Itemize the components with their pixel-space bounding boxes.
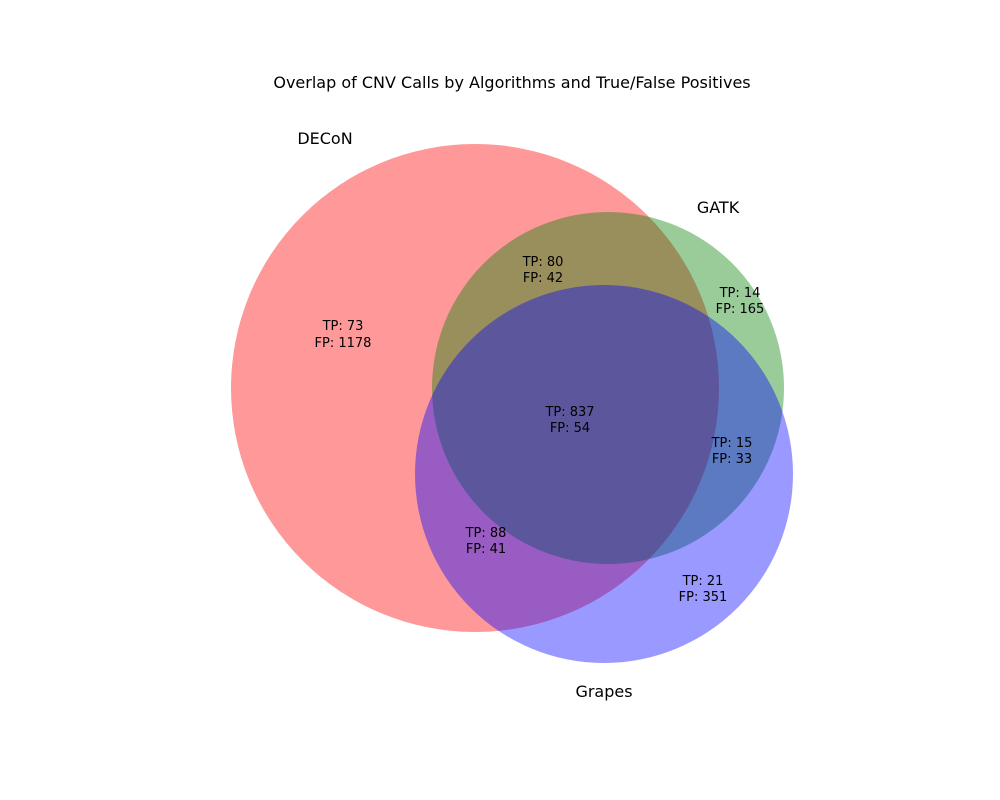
decon-gatk-tp: TP: 80 — [522, 255, 564, 270]
decon-set-label: DECoN — [297, 129, 352, 148]
decon-grapes-fp: FP: 41 — [466, 542, 506, 557]
set-circles — [231, 144, 793, 663]
chart-title: Overlap of CNV Calls by Algorithms and T… — [273, 73, 750, 92]
region-labels: TP: 73 FP: 1178 TP: 14 FP: 165 TP: 21 FP… — [315, 255, 765, 605]
gatk-circle — [432, 212, 784, 564]
gatk-only-fp: FP: 165 — [716, 302, 765, 317]
decon-only-fp: FP: 1178 — [315, 336, 372, 351]
gatk-grapes-tp: TP: 15 — [711, 436, 753, 451]
grapes-circle — [415, 285, 793, 663]
decon-grapes-tp: TP: 88 — [465, 526, 507, 541]
decon-circle — [231, 144, 719, 632]
grapes-set-label: Grapes — [575, 682, 632, 701]
grapes-only-tp: TP: 21 — [682, 574, 724, 589]
gatk-only-tp: TP: 14 — [719, 286, 761, 301]
grapes-only-fp: FP: 351 — [679, 590, 728, 605]
gatk-set-label: GATK — [697, 198, 740, 217]
gatk-grapes-fp: FP: 33 — [712, 452, 752, 467]
decon-gatk-fp: FP: 42 — [523, 271, 563, 286]
all-three-fp: FP: 54 — [550, 421, 590, 436]
all-three-tp: TP: 837 — [544, 405, 594, 420]
decon-only-tp: TP: 73 — [322, 319, 364, 334]
